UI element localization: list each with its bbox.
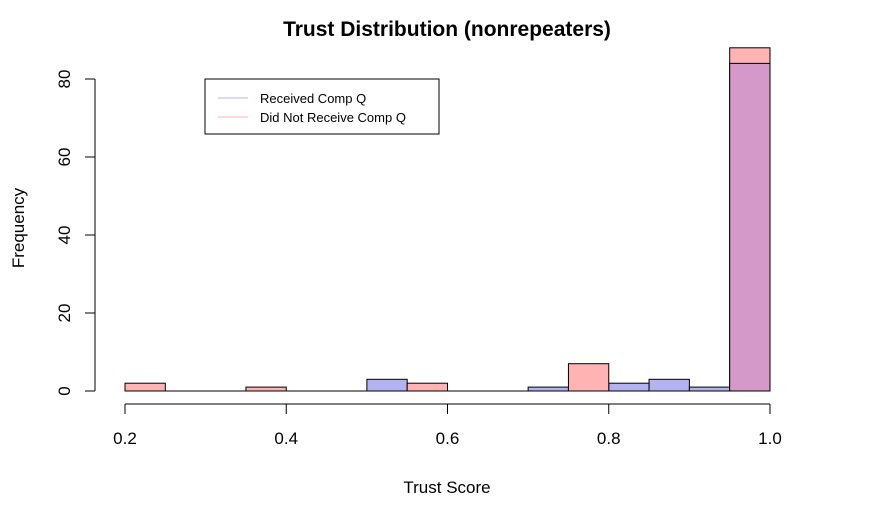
x-tick-label: 0.6 <box>436 429 460 448</box>
legend-label-received: Received Comp Q <box>260 91 366 106</box>
x-tick-label: 0.2 <box>113 429 137 448</box>
y-tick-label: 60 <box>55 148 74 167</box>
series-not-received-bars <box>124 47 771 392</box>
y-tick-label: 40 <box>55 226 74 245</box>
y-tick-label: 0 <box>55 386 74 395</box>
bar-overlap <box>729 63 770 392</box>
x-tick-label: 0.4 <box>274 429 298 448</box>
bar-not-received <box>407 383 448 391</box>
y-axis-label: Frequency <box>9 187 28 268</box>
x-tick-label: 1.0 <box>758 429 782 448</box>
bar-received <box>527 386 569 392</box>
legend-box <box>204 78 440 135</box>
bar-not-received-outline <box>729 47 771 392</box>
x-axis-label: Trust Score <box>403 478 490 497</box>
chart-title: Trust Distribution (nonrepeaters) <box>283 18 611 41</box>
bar-not-received-outline <box>245 386 287 392</box>
y-tick-label: 80 <box>55 70 74 89</box>
y-axis: 0 20 40 60 80 <box>55 70 96 396</box>
bar-not-received <box>245 387 287 391</box>
x-axis: 0.2 0.4 0.6 0.8 1.0 <box>113 403 782 448</box>
bar-not-received <box>125 383 166 391</box>
legend: Received Comp Q Did Not Receive Comp Q <box>204 78 440 135</box>
x-tick-label: 0.8 <box>597 429 621 448</box>
bar-not-received-outline <box>406 382 448 392</box>
bar-not-received <box>568 363 609 391</box>
bar-received <box>688 386 731 392</box>
bar-received <box>648 378 690 392</box>
bar-not-received-outline <box>567 363 610 392</box>
bar-not-received-outline <box>124 382 166 392</box>
bar-received <box>608 382 650 392</box>
bar-not-received <box>729 47 770 64</box>
bar-received <box>366 378 408 392</box>
legend-label-not-received: Did Not Receive Comp Q <box>260 110 406 125</box>
y-tick-label: 20 <box>55 304 74 323</box>
